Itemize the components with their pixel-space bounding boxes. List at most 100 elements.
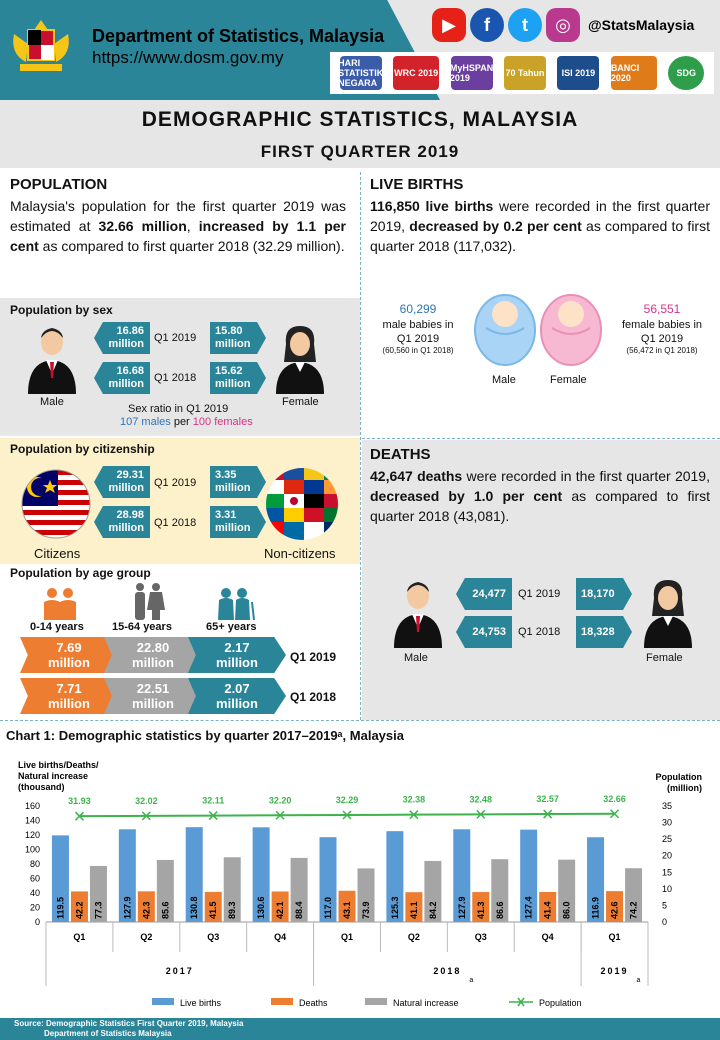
year-group-note: a (637, 977, 641, 984)
q1-2019-label: Q1 2019 (154, 477, 197, 489)
bar-data-label: 42.3 (141, 901, 151, 919)
bar-data-label: 85.6 (160, 901, 170, 919)
bar-data-label: 41.1 (409, 901, 419, 919)
bar-data-label: 41.4 (543, 901, 553, 919)
age-0-14-q1-2018: 7.71 million (20, 678, 118, 714)
footer-department: Department of Statistics Malaysia (44, 1029, 172, 1038)
y2-tick-label: 25 (662, 834, 672, 844)
twitter-icon[interactable]: t (508, 8, 542, 42)
bar-live-births (185, 827, 203, 922)
deaths-male-q1-2019: 24,477 (456, 578, 512, 610)
baby-girl-icon (540, 294, 602, 366)
bar-deaths (70, 891, 88, 922)
year-group-label: 2017 (166, 966, 194, 976)
bar-data-label: 86.0 (562, 901, 572, 919)
children-icon (44, 588, 76, 620)
bar-data-label: 125.3 (390, 896, 400, 919)
bar-data-label: 117.0 (323, 897, 333, 919)
deaths-female-label: Female (646, 652, 683, 664)
x-tick-label: Q1 (341, 932, 353, 942)
bar-natural-increase (156, 859, 174, 922)
bar-data-label: 41.5 (208, 901, 218, 919)
age-group-15-64: 15-64 years (112, 621, 172, 633)
bar-natural-increase (625, 868, 643, 922)
population-data-label: 32.02 (135, 796, 158, 806)
baby-male-label: Male (492, 374, 516, 386)
bar-data-label: 42.2 (74, 901, 84, 919)
x-tick-label: Q4 (274, 932, 286, 942)
bar-live-births (386, 831, 404, 922)
male-babies-value: 60,299 (399, 302, 437, 316)
y2-tick-label: 20 (662, 851, 672, 861)
population-text: Malaysia's population for the first quar… (10, 198, 346, 254)
social-bar: ▶ f t ◎ @StatsMalaysia (432, 6, 694, 44)
y-axis-label: Live births/Deaths/ (18, 760, 99, 770)
bar-live-births (252, 827, 270, 922)
y-tick-label: 140 (25, 816, 40, 826)
department-url[interactable]: https://www.dosm.gov.my (92, 48, 284, 67)
logo-isi: ISI 2019 (557, 56, 600, 90)
q1-2019-label: Q1 2019 (154, 332, 197, 344)
world-flags-icon (266, 468, 338, 540)
y2-axis-label: Population (656, 772, 703, 782)
female-person-icon (644, 580, 692, 648)
bar-data-label: 43.1 (342, 901, 352, 919)
bar-data-label: 42.6 (610, 901, 620, 919)
y-tick-label: 160 (25, 801, 40, 811)
section-divider (360, 172, 361, 720)
male-babies-prev: (60,560 in Q1 2018) (382, 346, 454, 355)
age-0-14-q1-2019: 7.69 million (20, 637, 118, 673)
population-marker (74, 811, 84, 821)
bar-data-label: 84.2 (428, 901, 438, 919)
coat-of-arms-icon (13, 20, 69, 71)
baby-female-label: Female (550, 374, 587, 386)
instagram-icon[interactable]: ◎ (546, 8, 580, 42)
logo-hari-statistik: HARI STATISTIK NEGARA (338, 56, 384, 90)
y-tick-label: 120 (25, 830, 40, 840)
bar-data-label: 73.9 (361, 901, 371, 919)
bar-natural-increase (357, 868, 375, 922)
age-q1-2019-label: Q1 2019 (290, 650, 337, 664)
bar-natural-increase (558, 859, 576, 922)
footer-source: Source: Demographic Statistics First Qua… (14, 1019, 244, 1028)
demographic-chart: Live births/Deaths/Natural increase(thou… (18, 760, 703, 1008)
population-by-age-heading: Population by age group (10, 566, 151, 580)
facebook-icon[interactable]: f (470, 8, 504, 42)
citizens-q1-2019-arrow: 29.31 million (94, 466, 150, 498)
page-title: DEMOGRAPHIC STATISTICS, MALAYSIA (141, 108, 579, 131)
bar-data-label: 86.6 (495, 901, 505, 919)
bar-data-label: 130.6 (256, 896, 266, 919)
bar-data-label: 77.3 (93, 901, 103, 919)
female-q1-2019-arrow: 15.80 million (210, 322, 266, 354)
chart-divider (0, 720, 720, 721)
year-group-label: 2018 (433, 966, 461, 976)
social-handle[interactable]: @StatsMalaysia (588, 17, 695, 33)
deaths-text: 42,647 deaths were recorded in the first… (370, 468, 710, 524)
male-babies-text: male babies in Q1 2019 (382, 319, 454, 345)
age-65-plus-q1-2019: 2.17 million (188, 637, 286, 673)
bar-live-births (453, 829, 471, 922)
y2-tick-label: 30 (662, 818, 672, 828)
y-tick-label: 80 (30, 859, 40, 869)
legend-swatch (365, 998, 387, 1005)
population-marker (476, 809, 486, 819)
bar-deaths (338, 890, 356, 922)
q1-2018-label: Q1 2018 (154, 517, 197, 529)
age-q1-2018-label: Q1 2018 (290, 690, 337, 704)
logo-sdg: SDG (668, 56, 705, 90)
bar-natural-increase (491, 859, 509, 922)
y-tick-label: 20 (30, 903, 40, 913)
deaths-q1-2019-label: Q1 2019 (518, 588, 561, 600)
legend-marker (517, 997, 525, 1007)
chart-title: Chart 1: Demographic statistics by quart… (6, 728, 404, 743)
male-person-icon (394, 582, 442, 648)
population-data-label: 32.29 (336, 795, 359, 805)
bar-deaths (271, 891, 289, 922)
population-marker (275, 810, 285, 820)
male-person-icon (28, 328, 76, 394)
youtube-icon[interactable]: ▶ (432, 8, 466, 42)
population-data-label: 32.38 (403, 795, 426, 805)
population-marker (543, 809, 553, 819)
baby-boy-icon (474, 294, 536, 366)
y-axis-label: (thousand) (18, 782, 65, 792)
